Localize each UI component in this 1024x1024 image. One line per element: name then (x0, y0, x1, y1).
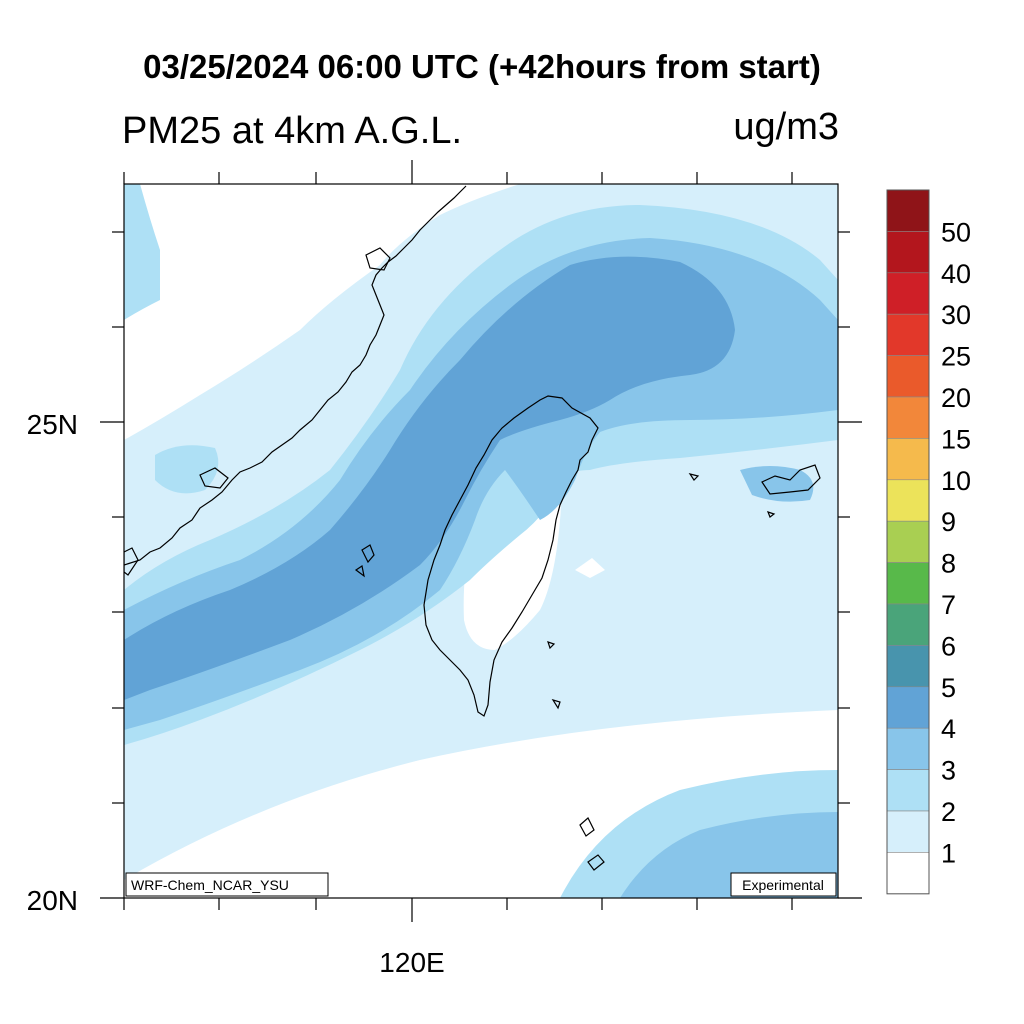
china-coast-inlet-1 (199, 467, 229, 489)
field-level-4-5-core (124, 256, 735, 700)
legend-label: 9 (941, 507, 956, 537)
ryukyu-island-east (761, 464, 821, 495)
minor-ticks-right (838, 231, 850, 804)
legend-swatch (886, 645, 930, 688)
taiwan-coastline (423, 395, 599, 717)
islet-4 (766, 511, 776, 518)
legend-label: 10 (941, 466, 971, 496)
china-coastline (124, 185, 467, 566)
legend-swatch (886, 272, 930, 315)
china-coast-inlet-2 (365, 247, 391, 271)
islet-3 (688, 473, 700, 481)
legend-swatch (886, 603, 930, 646)
batanes-islands (579, 817, 605, 871)
legend-label: 25 (941, 342, 971, 372)
legend-swatch (886, 189, 930, 232)
legend-frame (886, 189, 930, 895)
color-legend: 50 40 30 25 20 15 10 9 8 7 6 5 4 3 2 1 (886, 189, 971, 895)
legend-swatch (886, 852, 930, 895)
minor-ticks-left (112, 231, 124, 804)
status-credit: Experimental (730, 872, 837, 897)
legend-label: 50 (941, 217, 971, 247)
legend-label: 30 (941, 300, 971, 330)
minor-ticks-top (123, 172, 793, 184)
model-credit: WRF-Chem_NCAR_YSU (125, 872, 329, 897)
penghu-islands (354, 544, 375, 578)
legend-swatch (886, 769, 930, 812)
lat-label-25n: 25N (27, 409, 78, 440)
legend-swatch (886, 810, 930, 853)
legend-swatch (886, 479, 930, 522)
legend-label: 1 (941, 838, 956, 868)
legend-label: 8 (941, 549, 956, 579)
legend-swatch (886, 231, 930, 274)
pm25-contour-field (124, 184, 838, 898)
plot-frame (123, 183, 839, 899)
islet-2 (547, 641, 556, 650)
legend-swatch (886, 727, 930, 770)
variable-label: PM25 at 4km A.G.L. (122, 110, 463, 152)
legend-swatch (886, 520, 930, 563)
field-level-2-3-nw-strip (124, 184, 160, 320)
model-credit-text: WRF-Chem_NCAR_YSU (131, 877, 289, 893)
lat-label-20n: 20N (27, 885, 78, 916)
legend-label: 3 (941, 756, 956, 786)
legend-label: 4 (941, 714, 956, 744)
legend-label: 15 (941, 424, 971, 454)
legend-swatch (886, 355, 930, 398)
field-white-patch (575, 558, 605, 578)
axis-ticks (100, 160, 862, 922)
legend-swatch (886, 313, 930, 356)
minor-ticks-bottom (123, 898, 793, 910)
legend-swatch (886, 396, 930, 439)
legend-label: 2 (941, 797, 956, 827)
legend-label: 40 (941, 259, 971, 289)
legend-label: 20 (941, 383, 971, 413)
units-label: ug/m3 (733, 106, 839, 148)
legend-swatch (886, 686, 930, 729)
status-credit-text: Experimental (742, 877, 824, 893)
field-white-northwest (124, 184, 520, 440)
islet-1 (551, 698, 561, 710)
china-coast-inlet-3 (124, 547, 139, 576)
legend-swatch (886, 562, 930, 605)
legend-swatch (886, 438, 930, 481)
coastlines (124, 185, 821, 871)
legend-label: 6 (941, 631, 956, 661)
lon-label-120e: 120E (379, 947, 444, 978)
legend-label: 5 (941, 673, 956, 703)
map-title: 03/25/2024 06:00 UTC (+42hours from star… (143, 48, 821, 85)
legend-label: 7 (941, 590, 956, 620)
